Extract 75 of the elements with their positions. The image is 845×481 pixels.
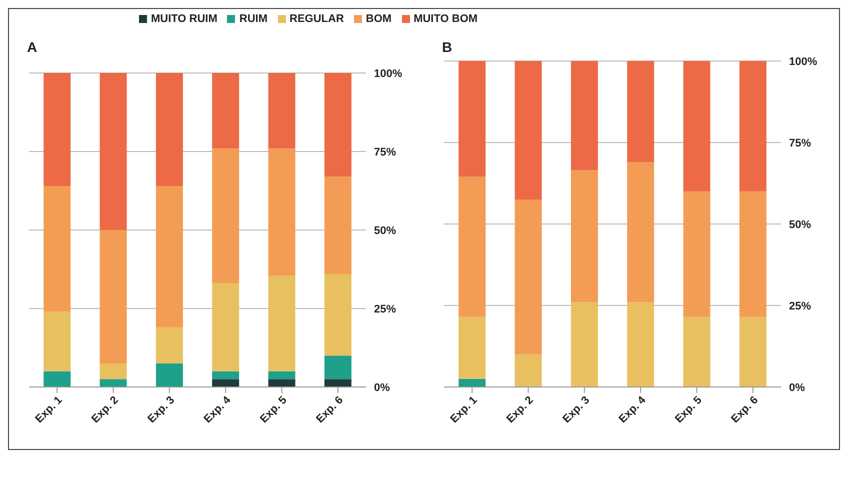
y-tick-label: 0% (789, 382, 806, 394)
legend-label: MUITO BOM (414, 13, 478, 25)
y-tick-label: 75% (374, 146, 396, 158)
bar (458, 378, 486, 387)
bar (100, 363, 127, 380)
bar (268, 276, 296, 372)
bar (268, 371, 296, 380)
bar (458, 61, 486, 177)
bar (458, 176, 486, 317)
bar (44, 312, 71, 372)
x-tick-label: Exp. 1 (33, 394, 65, 426)
bar (570, 170, 598, 302)
y-tick-label: 100% (374, 68, 402, 80)
bar (156, 186, 183, 328)
x-tick-label: Exp. 3 (146, 394, 178, 426)
x-tick-label: Exp. 5 (672, 394, 704, 426)
bar (44, 186, 71, 312)
y-tick-label: 0% (374, 382, 390, 394)
bar (212, 283, 240, 372)
bar (627, 302, 654, 387)
x-tick-label: Exp. 5 (258, 394, 290, 426)
bar (683, 191, 710, 317)
bar (156, 327, 183, 364)
bar (739, 316, 766, 387)
y-tick-label: 75% (789, 137, 812, 150)
chart-title: B (442, 39, 452, 55)
bar (212, 73, 240, 148)
bar (324, 274, 352, 356)
bar (570, 302, 598, 387)
bar (268, 379, 296, 387)
bar (514, 200, 542, 354)
bar (627, 61, 654, 162)
bar (212, 379, 240, 387)
y-tick-label: 50% (374, 224, 396, 237)
bar (570, 61, 598, 170)
bar (683, 61, 710, 192)
y-tick-label: 50% (789, 218, 812, 231)
bar (100, 73, 127, 230)
x-tick-label: Exp. 6 (729, 394, 761, 426)
bar (324, 176, 352, 274)
bar (156, 73, 183, 186)
x-tick-label: Exp. 6 (314, 394, 346, 426)
bar (514, 354, 542, 387)
x-tick-label: Exp. 4 (616, 394, 649, 426)
bar (44, 73, 71, 186)
bar (100, 379, 127, 387)
bar (212, 371, 240, 380)
x-tick-label: Exp. 4 (202, 394, 234, 426)
bar (324, 73, 352, 177)
chart-title: A (27, 39, 38, 55)
y-tick-label: 25% (789, 300, 812, 312)
bar (212, 148, 240, 284)
bar (100, 230, 127, 364)
bar (627, 162, 654, 302)
x-tick-label: Exp. 1 (448, 394, 480, 426)
bar (324, 356, 352, 380)
bar (458, 316, 486, 379)
bar (324, 379, 352, 387)
bar (514, 61, 542, 200)
bar (44, 371, 71, 387)
legend-label: MUITO RUIM (151, 13, 218, 25)
x-tick-label: Exp. 2 (504, 394, 536, 426)
bar (739, 191, 766, 317)
y-tick-label: 25% (374, 303, 396, 316)
y-tick-label: 100% (789, 56, 818, 68)
bar (268, 148, 296, 276)
bar (739, 61, 766, 192)
bar (268, 73, 296, 148)
bar (683, 316, 710, 387)
x-tick-label: Exp. 3 (560, 394, 592, 426)
bar (156, 363, 183, 387)
legend-label: REGULAR (290, 13, 344, 25)
legend-label: RUIM (239, 13, 268, 25)
legend-label: BOM (366, 13, 392, 25)
x-tick-label: Exp. 2 (89, 394, 121, 426)
